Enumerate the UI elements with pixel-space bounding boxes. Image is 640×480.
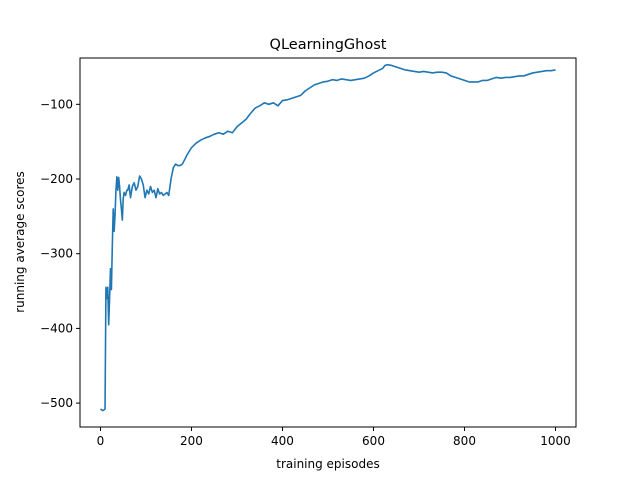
x-tick-label: 0 (97, 434, 105, 448)
y-tick-label: −300 (40, 247, 73, 261)
x-axis: 0 200 400 600 800 1000 (97, 427, 571, 448)
series-line (100, 63, 556, 412)
y-tick-label: −200 (40, 172, 73, 186)
y-tick-label: −100 (40, 97, 73, 111)
y-axis-label: running average scores (13, 171, 27, 313)
x-tick-label: 400 (271, 434, 294, 448)
x-tick-label: 600 (362, 434, 385, 448)
y-axis: −500 −400 −300 −200 −100 (40, 97, 80, 410)
x-tick-label: 800 (453, 434, 476, 448)
x-axis-label: training episodes (276, 457, 379, 471)
y-tick-label: −400 (40, 321, 73, 335)
axes-frame (79, 57, 577, 428)
y-tick-label: −500 (40, 396, 73, 410)
chart-title: QLearningGhost (270, 37, 387, 53)
x-tick-label: 200 (180, 434, 203, 448)
plot-area (100, 63, 556, 412)
x-tick-label: 1000 (540, 434, 571, 448)
